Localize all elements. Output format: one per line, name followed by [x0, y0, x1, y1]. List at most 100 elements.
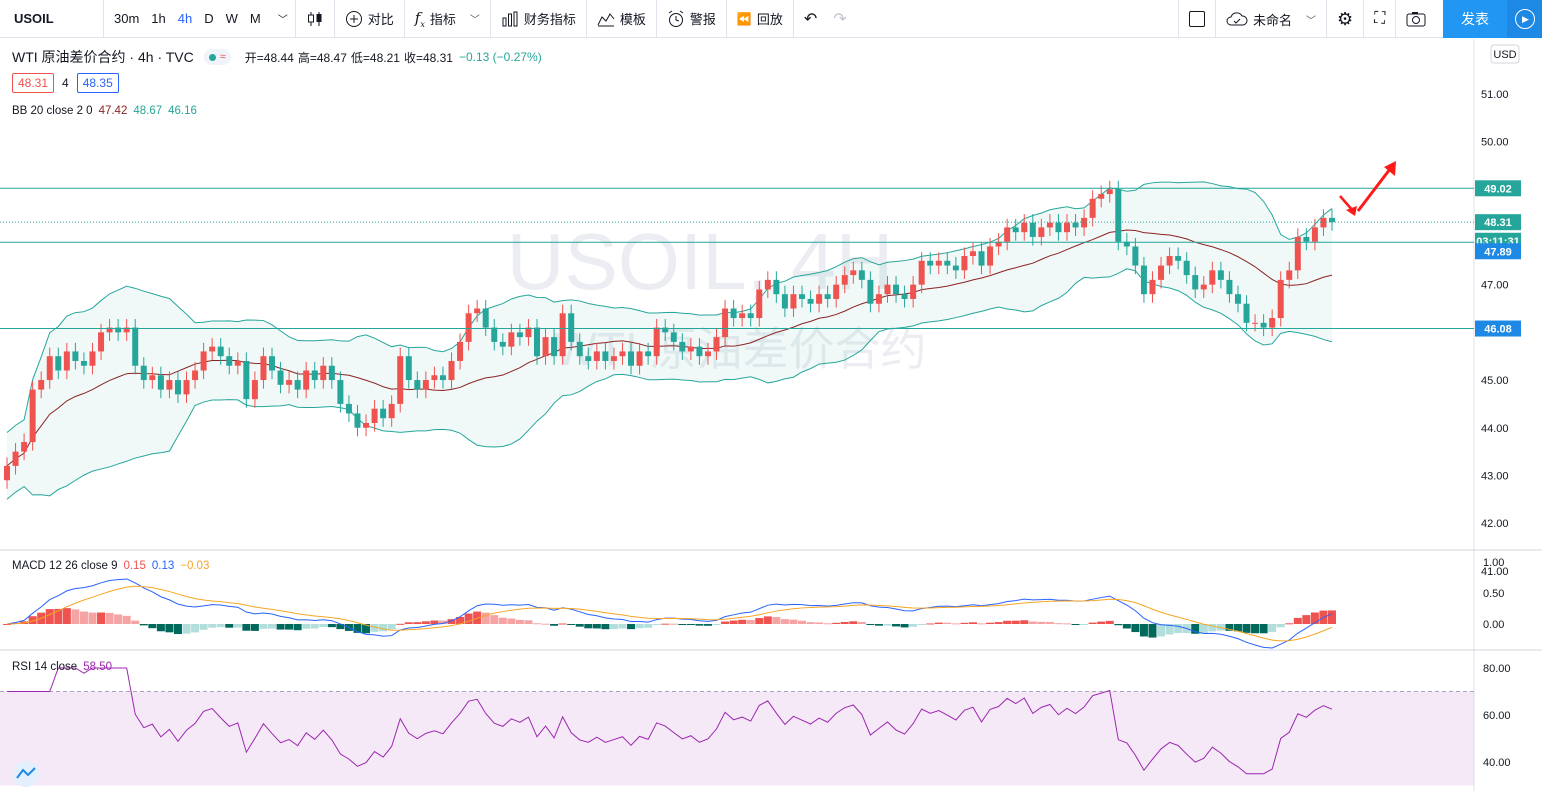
macd-histogram-bar	[1174, 624, 1183, 634]
redo-button[interactable]: ↷	[827, 0, 852, 38]
symbol-search[interactable]: USOIL	[14, 11, 54, 26]
macd-histogram-bar	[105, 612, 114, 624]
macd-histogram-bar	[994, 622, 1003, 624]
fullscreen-button[interactable]: ⛶	[1364, 0, 1395, 38]
price-tick-label: 47.00	[1481, 280, 1509, 292]
candle-body	[174, 380, 181, 395]
candle-body	[593, 351, 600, 361]
candle-body	[38, 380, 45, 390]
candle-body	[807, 298, 814, 304]
snapshot-button[interactable]	[1396, 0, 1436, 38]
macd-hist-value: 0.15	[123, 560, 146, 572]
indicators-label: 指标	[429, 12, 456, 27]
candle-body	[1098, 194, 1105, 199]
macd-histogram-bar	[1285, 623, 1294, 625]
chevron-down-icon: ﹀	[1306, 15, 1317, 27]
macd-histogram-bar	[362, 624, 371, 634]
candle-body	[448, 360, 455, 381]
macd-histogram-bar	[746, 619, 755, 624]
candle-body	[944, 260, 951, 266]
macd-histogram-bar	[1302, 615, 1311, 624]
interval-W[interactable]: W	[225, 11, 238, 26]
price-tick-label: 45.00	[1481, 375, 1509, 387]
macd-histogram-bar	[703, 624, 712, 626]
macd-histogram-bar	[139, 624, 148, 626]
macd-histogram-bar	[832, 622, 841, 624]
candle-body	[1277, 279, 1284, 319]
replay-button[interactable]: ⏪ 回放	[727, 0, 793, 38]
bid-price[interactable]: 48.31	[12, 73, 55, 93]
candle-body	[747, 313, 754, 319]
macd-histogram-bar	[567, 624, 576, 625]
chart-style-button[interactable]	[296, 0, 334, 38]
candle-body	[183, 380, 190, 395]
macd-histogram-bar	[447, 619, 456, 624]
ask-price[interactable]: 48.35	[76, 73, 119, 93]
macd-histogram-bar	[1293, 617, 1302, 624]
market-status-badge[interactable]: ≈	[203, 49, 231, 65]
candle-body	[1260, 322, 1267, 328]
interval-1h[interactable]: 1h	[151, 11, 166, 26]
candle-body	[72, 351, 79, 361]
candle-body	[363, 422, 370, 428]
layout-name-button[interactable]: 未命名 ﹀	[1216, 0, 1326, 38]
macd-histogram-bar	[216, 624, 225, 628]
compare-button[interactable]: 对比	[335, 0, 404, 38]
undo-button[interactable]: ↶	[794, 0, 827, 38]
alert-button[interactable]: 警报	[657, 0, 726, 38]
candle-body	[867, 279, 874, 304]
candle-body	[824, 294, 831, 299]
interval-M[interactable]: M	[249, 11, 261, 26]
macd-histogram-bar	[627, 624, 636, 630]
interval-dropdown[interactable]: ﹀	[271, 0, 295, 38]
chart-area[interactable]: USOIL, 4HWTI 原油差价合约USD51.0050.0049.0048.…	[0, 39, 1542, 791]
interval-group: 30m 1h 4h D W M	[104, 0, 271, 38]
interval-D[interactable]: D	[204, 11, 214, 26]
publish-button[interactable]: 发表	[1443, 0, 1507, 38]
chart-canvas[interactable]: USOIL, 4HWTI 原油差价合约USD51.0050.0049.0048.…	[0, 39, 1542, 791]
macd-histogram-bar	[874, 624, 883, 626]
interval-30m[interactable]: 30m	[114, 11, 140, 26]
candle-body	[850, 270, 857, 276]
candle-body	[1243, 303, 1250, 323]
macd-histogram-bar	[276, 624, 285, 630]
financials-button[interactable]: 财务指标	[491, 0, 586, 38]
candle-body	[935, 260, 942, 266]
rsi-legend[interactable]: RSI 14 close 58.50	[12, 661, 112, 673]
arrow-head-down	[1346, 206, 1357, 216]
macd-histogram-bar	[438, 620, 447, 624]
bb-label: BB 20 close 2 0	[12, 105, 93, 117]
interval-4h[interactable]: 4h	[177, 11, 193, 26]
watermark-symbol: USOIL, 4H	[507, 217, 894, 306]
candle-body	[696, 346, 703, 357]
candle-body	[534, 327, 540, 357]
fullscreen-layout-button[interactable]	[1179, 0, 1215, 38]
indicators-button[interactable]: fx 指标 ﹀	[405, 0, 490, 38]
candle-body	[610, 356, 617, 361]
macd-histogram-bar	[1191, 624, 1200, 634]
candle-body	[1132, 246, 1139, 266]
candle-body	[1234, 294, 1241, 304]
candles-icon	[307, 11, 322, 26]
macd-histogram-bar	[1242, 624, 1251, 633]
candle-body	[414, 380, 421, 390]
candle-body	[217, 346, 224, 357]
macd-histogram-bar	[114, 614, 123, 624]
macd-histogram-bar	[327, 624, 336, 628]
macd-histogram-bar	[481, 612, 490, 624]
macd-histogram-bar	[1131, 624, 1140, 633]
rsi-band	[0, 691, 1474, 786]
candle-body	[157, 375, 164, 390]
candle-body	[1158, 265, 1165, 280]
bb-band-fill	[7, 181, 1332, 500]
macd-legend[interactable]: MACD 12 26 close 9 0.15 0.13 −0.03	[12, 560, 209, 572]
bb-legend[interactable]: BB 20 close 2 0 47.42 48.67 46.16	[12, 105, 197, 117]
settings-button[interactable]: ⚙	[1327, 0, 1363, 38]
candle-body	[952, 265, 959, 271]
candle-body	[1226, 279, 1233, 295]
macd-histogram-bar	[1199, 624, 1208, 634]
templates-button[interactable]: 模板	[587, 0, 656, 38]
candle-body	[251, 380, 258, 400]
play-button[interactable]: ▶	[1507, 0, 1542, 38]
macd-histogram-bar	[182, 624, 191, 634]
